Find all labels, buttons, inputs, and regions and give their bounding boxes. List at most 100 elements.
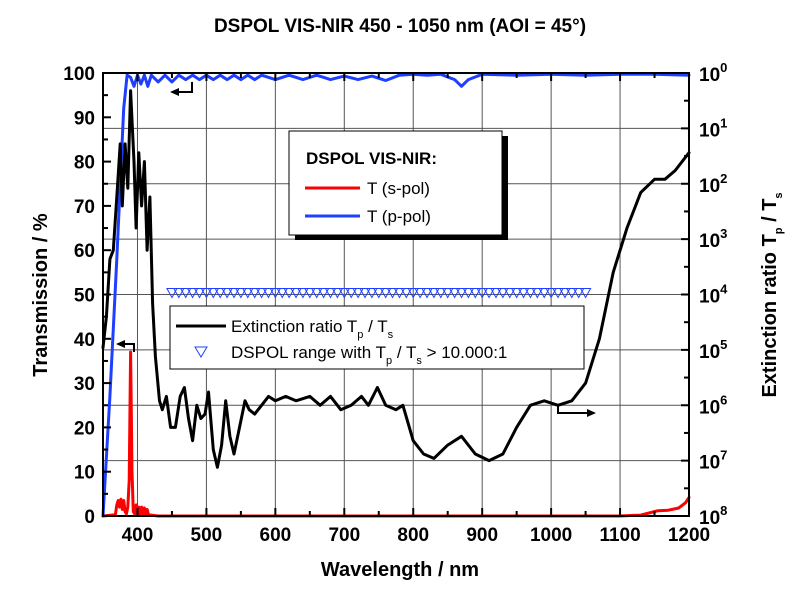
legend-range-tail: > 10.000:1 (422, 343, 508, 362)
range-marker (476, 288, 489, 299)
range-marker (372, 288, 385, 299)
y2-tick-label: 106 (699, 392, 727, 418)
y2-tick-exponent: 8 (720, 503, 727, 518)
y2-label-mid: / T (759, 199, 781, 228)
y-tick-label: 40 (74, 330, 95, 351)
x-tick-label: 1100 (599, 525, 640, 546)
range-marker (324, 288, 337, 299)
range-marker (434, 288, 447, 299)
range-marker (545, 288, 557, 299)
range-marker (552, 288, 564, 299)
series-line-extinction (101, 89, 691, 469)
range-marker (565, 288, 578, 299)
legend-extinction: Extinction ratio Tp / Ts DSPOL range wit… (169, 305, 585, 370)
y2-label-sub2: s (773, 192, 785, 198)
range-marker (379, 288, 392, 299)
y2-tick-base: 10 (699, 287, 720, 308)
arrow-shaft (557, 404, 592, 414)
range-marker (193, 288, 206, 299)
range-marker (428, 288, 440, 299)
y2-tick-base: 10 (699, 231, 720, 252)
annotations-layer (116, 82, 596, 417)
range-marker (166, 288, 178, 299)
legend-ext-sub2: s (388, 329, 394, 341)
x-tick-label: 1000 (530, 525, 572, 546)
y2-tick-exponent: 7 (720, 448, 727, 463)
range-marker (172, 288, 185, 299)
legend-label-range: DSPOL range with Tp / Ts > 10.000:1 (231, 343, 507, 367)
legend-label-p-pol: T (p-pol) (367, 207, 431, 226)
legend-ext-sub1: p (357, 329, 363, 341)
legend2-box (169, 305, 585, 370)
range-marker (262, 288, 275, 299)
legend-ext-mid: / T (363, 317, 387, 336)
y2-tick-label: 102 (699, 171, 727, 197)
legend-label-s-pol: T (s-pol) (367, 179, 430, 198)
range-marker (366, 288, 378, 299)
range-marker (455, 288, 468, 299)
s-pol-axis-arrow-icon (116, 340, 135, 352)
chart-title: DSPOL VIS-NIR 450 - 1050 nm (AOI = 45°) (214, 16, 586, 37)
range-marker (276, 288, 289, 299)
range-marker (421, 288, 433, 299)
range-marker (531, 288, 544, 299)
arrow-head (116, 340, 125, 348)
range-marker (297, 288, 309, 299)
legend1-box (288, 130, 503, 236)
y-tick-label: 30 (74, 374, 95, 395)
y2-tick-label: 100 (699, 60, 727, 86)
y2-tick-label: 103 (699, 226, 727, 252)
y2-tick-base: 10 (699, 65, 720, 86)
range-marker (269, 288, 282, 299)
range-marker (345, 288, 358, 299)
range-marker (359, 288, 371, 299)
y2-tick-exponent: 1 (720, 115, 727, 130)
range-marker (290, 288, 302, 299)
legend-range-mid: / T (392, 343, 416, 362)
y-tick-label: 20 (74, 418, 95, 439)
range-marker (497, 288, 509, 299)
y-tick-label: 100 (63, 64, 95, 85)
y2-tick-base: 10 (699, 120, 720, 141)
x-tick-label: 600 (260, 525, 292, 546)
range-marker (386, 288, 399, 299)
series-layer (101, 72, 691, 518)
arrow-head (587, 409, 596, 417)
range-marker (517, 288, 530, 299)
y-tick-label: 60 (74, 241, 95, 262)
range-marker (200, 288, 213, 299)
y2-tick-base: 10 (699, 453, 720, 474)
y2-tick-exponent: 0 (720, 60, 727, 75)
range-marker (228, 288, 240, 299)
range-marker (441, 288, 454, 299)
range-marker (490, 288, 502, 299)
y2-tick-label: 101 (699, 115, 727, 141)
range-marker (207, 288, 220, 299)
y2-tick-exponent: 5 (720, 337, 727, 352)
x-tick-label: 900 (466, 525, 498, 546)
range-marker (235, 288, 247, 299)
x-tick-label: 1200 (668, 525, 710, 546)
x-tick-label: 500 (191, 525, 223, 546)
y2-tick-base: 10 (699, 176, 720, 197)
legend1-title: DSPOL VIS-NIR: (306, 149, 437, 168)
p-pol-axis-arrow-icon (170, 82, 193, 96)
y2-tick-exponent: 2 (720, 171, 727, 186)
y-tick-label: 0 (84, 507, 95, 528)
y-tick-label: 70 (74, 197, 95, 218)
range-marker (283, 288, 295, 299)
y2-tick-exponent: 3 (720, 226, 727, 241)
range-marker (524, 288, 537, 299)
y2-tick-base: 10 (699, 397, 720, 418)
y2-tick-base: 10 (699, 508, 720, 529)
y-axis-label: Transmission / % (30, 213, 52, 377)
legend-range-sub2: s (416, 355, 422, 367)
range-marker (503, 288, 516, 299)
range-marker (255, 288, 268, 299)
range-marker (248, 288, 261, 299)
legend-range-main: DSPOL range with T (231, 343, 386, 362)
x-axis-label: Wavelength / nm (321, 559, 479, 581)
range-marker (448, 288, 461, 299)
range-marker (483, 288, 495, 299)
